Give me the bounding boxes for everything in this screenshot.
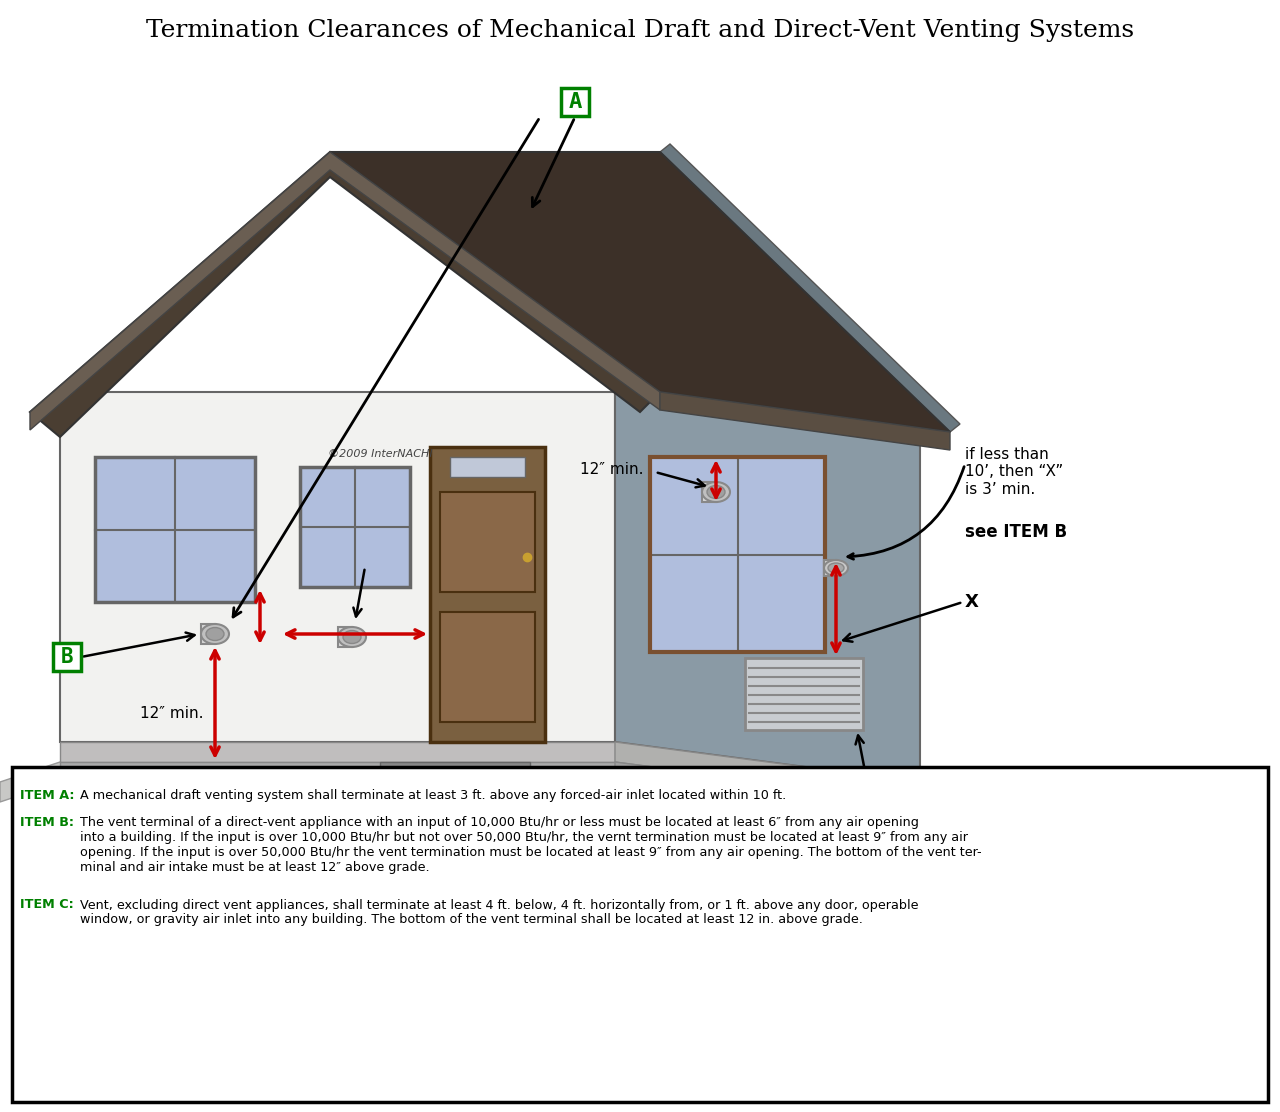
Bar	[650, 457, 826, 652]
Bar	[95, 457, 255, 602]
Polygon shape	[614, 762, 920, 822]
Text: B: B	[60, 647, 73, 667]
Polygon shape	[660, 393, 950, 450]
Bar	[561, 88, 589, 116]
Text: ©2009 InterNACHI: ©2009 InterNACHI	[328, 449, 433, 459]
Text: C: C	[684, 874, 696, 894]
Polygon shape	[260, 912, 829, 1012]
Ellipse shape	[824, 560, 849, 576]
Bar	[650, 457, 826, 652]
Polygon shape	[660, 143, 960, 431]
Text: ITEM C:: ITEM C:	[20, 898, 74, 912]
Bar	[201, 624, 215, 644]
Bar	[440, 492, 535, 592]
Text: A: A	[568, 92, 581, 112]
Text: minal and air intake must be at least 12″ above grade.: minal and air intake must be at least 12…	[79, 861, 430, 874]
Text: 12″ min.: 12″ min.	[140, 706, 204, 722]
Ellipse shape	[343, 631, 361, 644]
Text: 4’ min.: 4’ min.	[338, 549, 392, 565]
Text: The vent terminal of a direct-vent appliance with an input of 10,000 Btu/hr or l: The vent terminal of a direct-vent appli…	[79, 816, 919, 830]
Polygon shape	[60, 393, 614, 742]
Bar	[745, 658, 863, 729]
Ellipse shape	[206, 627, 224, 641]
Text: Vent, excluding direct vent appliances, shall terminate at least 4 ft. below, 4 : Vent, excluding direct vent appliances, …	[79, 898, 919, 912]
Bar	[676, 870, 704, 898]
Bar	[701, 481, 716, 502]
Ellipse shape	[338, 627, 366, 647]
Bar	[430, 447, 545, 742]
Bar	[440, 612, 535, 722]
Text: ITEM B:: ITEM B:	[20, 816, 74, 830]
Polygon shape	[29, 152, 660, 437]
Polygon shape	[614, 393, 920, 782]
Text: window, or gravity air inlet into any building. The bottom of the vent terminal : window, or gravity air inlet into any bu…	[79, 913, 863, 926]
Bar	[95, 457, 255, 602]
Polygon shape	[380, 762, 530, 782]
Polygon shape	[210, 912, 260, 942]
Bar	[338, 627, 352, 647]
Polygon shape	[0, 762, 1050, 832]
Text: 12″ min.: 12″ min.	[580, 463, 644, 477]
Polygon shape	[60, 742, 614, 762]
Polygon shape	[660, 152, 950, 431]
Ellipse shape	[701, 481, 730, 502]
Bar	[451, 457, 525, 477]
Polygon shape	[330, 152, 950, 431]
Bar	[12, 767, 1268, 1102]
Polygon shape	[614, 742, 920, 802]
Polygon shape	[60, 762, 614, 782]
Polygon shape	[210, 912, 310, 1012]
Bar	[52, 643, 81, 671]
Bar	[824, 560, 836, 576]
Text: A mechanical draft venting system shall terminate at least 3 ft. above any force: A mechanical draft venting system shall …	[79, 790, 786, 802]
Text: ITEM A:: ITEM A:	[20, 790, 74, 802]
Text: X: X	[965, 593, 979, 610]
Ellipse shape	[201, 624, 229, 644]
Text: see ITEM B: see ITEM B	[965, 523, 1068, 542]
Text: forced air inlet: forced air inlet	[870, 794, 982, 810]
Ellipse shape	[707, 486, 724, 498]
Polygon shape	[29, 152, 660, 430]
Text: into a building. If the input is over 10,000 Btu/hr but not over 50,000 Btu/hr, : into a building. If the input is over 10…	[79, 831, 968, 844]
Bar	[300, 467, 410, 587]
Text: if less than
10’, then “X”
is 3’ min.: if less than 10’, then “X” is 3’ min.	[965, 447, 1064, 497]
Text: Termination Clearances of Mechanical Draft and Direct-Vent Venting Systems: Termination Clearances of Mechanical Dra…	[146, 19, 1134, 41]
Polygon shape	[780, 912, 881, 1012]
Ellipse shape	[828, 563, 844, 573]
Text: opening. If the input is over 50,000 Btu/hr the vent termination must be located: opening. If the input is over 50,000 Btu…	[79, 846, 982, 858]
Text: G  R  A  D  E: G R A D E	[475, 933, 616, 951]
Bar	[300, 467, 410, 587]
